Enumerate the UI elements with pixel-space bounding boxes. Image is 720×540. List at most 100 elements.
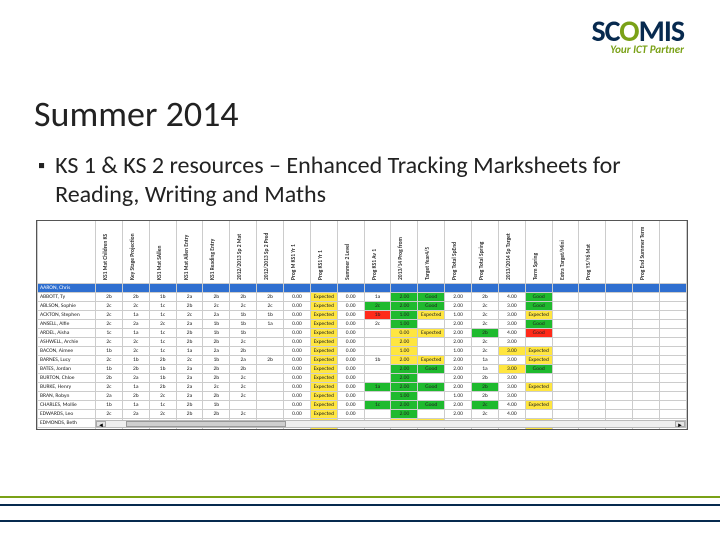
data-cell: Good <box>525 364 552 373</box>
scroll-right-button[interactable]: ► <box>675 421 685 427</box>
data-cell <box>203 283 230 292</box>
data-cell <box>552 355 579 364</box>
table-row[interactable]: BRAN, Robyn2a2b2c2a2b2c0.00Expected0.001… <box>38 391 687 400</box>
table-row[interactable]: BARNES, Lucy2c1b2b2c1b2a2b0.00Expected0.… <box>38 355 687 364</box>
data-cell: 1a <box>176 346 203 355</box>
table-row[interactable]: ABBOTT, Ty2b2b1b2a2b2b2b0.00Expected0.00… <box>38 292 687 301</box>
data-cell: 0.00 <box>337 319 364 328</box>
bullet-mark: ▪ <box>38 152 45 210</box>
data-cell <box>552 364 579 373</box>
data-cell <box>364 364 391 373</box>
table-row[interactable]: ARDEL, Aisha1c1a1c2b1b1b0.00Expected0.00… <box>38 328 687 337</box>
data-cell <box>525 391 552 400</box>
data-cell <box>606 391 633 400</box>
data-cell <box>257 382 284 391</box>
data-cell: 1b <box>203 328 230 337</box>
data-cell: 1b <box>364 355 391 364</box>
data-cell: 2b <box>203 391 230 400</box>
data-cell <box>606 283 633 292</box>
data-cell: 0.00 <box>337 337 364 346</box>
column-header: Prog M KS1 Yr 1 <box>284 221 311 283</box>
data-cell <box>552 319 579 328</box>
data-cell: Expected <box>310 310 337 319</box>
data-cell: 1b <box>230 328 257 337</box>
data-cell: 1a <box>122 328 149 337</box>
data-cell: 3.00 <box>498 355 525 364</box>
data-cell: Expected <box>418 310 445 319</box>
table-row[interactable]: EDWARDS, Leo2c2a2c2b2b2c0.00Expected0.00… <box>38 409 687 418</box>
data-cell: Expected <box>525 346 552 355</box>
table-row[interactable]: BATES, Jordan1b2b1b2a2b2b0.00Expected0.0… <box>38 364 687 373</box>
student-name-cell: ASHWELL, Archie <box>38 337 96 346</box>
data-cell: 2a <box>122 319 149 328</box>
data-cell <box>364 346 391 355</box>
data-cell: Good <box>525 301 552 310</box>
data-cell <box>660 391 687 400</box>
scroll-thumb[interactable] <box>126 421 286 427</box>
data-cell <box>552 301 579 310</box>
table-row[interactable]: ASHWELL, Archie2c2c1c2b2b2c0.00Expected0… <box>38 337 687 346</box>
table-row[interactable]: ACKTON, Stephen2c1a1c2c2a1b1b0.00Expecte… <box>38 310 687 319</box>
data-cell <box>418 391 445 400</box>
data-cell: Good <box>525 319 552 328</box>
table-row[interactable]: ANSELL, Alfie2c2a2c2a1b1b1a0.00Expected0… <box>38 319 687 328</box>
data-cell <box>579 346 606 355</box>
data-cell: 2a <box>122 409 149 418</box>
data-cell: 1c <box>149 400 176 409</box>
data-cell: Expected <box>310 355 337 364</box>
data-cell: 2c <box>122 301 149 310</box>
data-cell <box>418 346 445 355</box>
data-cell: 0.00 <box>337 310 364 319</box>
data-cell: Expected <box>310 292 337 301</box>
bullet-text: KS 1 & KS 2 resources – Enhanced Trackin… <box>55 152 660 210</box>
data-cell: 0.00 <box>284 364 311 373</box>
table-row[interactable]: AARON, Chris <box>38 283 687 292</box>
data-cell: 2c <box>176 310 203 319</box>
column-header: Prog Total SpEnd <box>445 221 472 283</box>
data-cell <box>579 382 606 391</box>
column-header: KS1 Reading Entry <box>203 221 230 283</box>
data-cell: 2c <box>230 382 257 391</box>
table-row[interactable]: BACON, Aimee1b2c1c1a2a2b0.00Expected0.00… <box>38 346 687 355</box>
data-cell: 2b <box>203 337 230 346</box>
data-cell: 2b <box>230 292 257 301</box>
data-cell: 1.00 <box>391 391 418 400</box>
data-cell: 1a <box>257 319 284 328</box>
data-cell: 2c <box>230 301 257 310</box>
table-row[interactable]: ABLSON, Sophie2c2c1c2b2c2c2c0.00Expected… <box>38 301 687 310</box>
data-cell: 2b <box>472 328 499 337</box>
data-cell: 4.00 <box>498 328 525 337</box>
table-row[interactable]: BURKE, Henry2c1a2b2a2c2c0.00Expected0.00… <box>38 382 687 391</box>
data-cell <box>660 319 687 328</box>
data-cell <box>660 292 687 301</box>
column-header: KS1 Mat Children KS <box>96 221 123 283</box>
column-header: Extra Target/Mini <box>552 221 579 283</box>
column-header: 2012/2013 Sp 2 Pred <box>257 221 284 283</box>
column-header: Prog End Summer Term <box>633 221 660 283</box>
data-cell: 4.00 <box>498 400 525 409</box>
column-header: KS1 Mat Allen Entry <box>176 221 203 283</box>
data-cell: 1.00 <box>391 346 418 355</box>
data-cell: 0.00 <box>337 301 364 310</box>
data-cell: 1.00 <box>445 310 472 319</box>
data-cell: Good <box>525 328 552 337</box>
column-header: Key Stage Projection <box>122 221 149 283</box>
horizontal-scrollbar[interactable]: ◄ ► <box>95 420 686 428</box>
data-cell: 2a <box>203 310 230 319</box>
data-cell: 2b <box>122 364 149 373</box>
data-cell: 0.00 <box>337 373 364 382</box>
table-row[interactable]: BURTON, Chloe2b2a1b2a2b2c0.00Expected0.0… <box>38 373 687 382</box>
scroll-left-button[interactable]: ◄ <box>96 421 106 427</box>
table-row[interactable]: CHARLES, Mollie1b1a1c2b1b0.00Expected0.0… <box>38 400 687 409</box>
data-cell <box>660 409 687 418</box>
data-cell <box>552 373 579 382</box>
data-cell: 2.00 <box>391 382 418 391</box>
data-cell <box>364 409 391 418</box>
data-cell: 3.00 <box>498 382 525 391</box>
data-cell <box>418 409 445 418</box>
data-cell: 2b <box>203 292 230 301</box>
page-title: Summer 2014 <box>34 92 239 136</box>
data-cell <box>552 310 579 319</box>
data-cell <box>579 355 606 364</box>
data-cell: Expected <box>310 346 337 355</box>
